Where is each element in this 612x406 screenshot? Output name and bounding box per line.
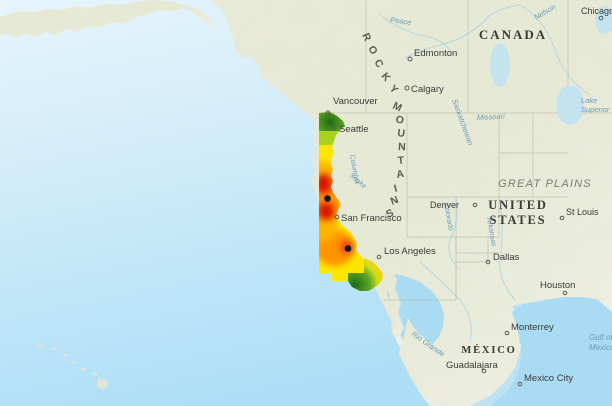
svg-text:Houston: Houston [540, 280, 575, 291]
svg-text:Mexico: Mexico [589, 343, 612, 352]
svg-text:Vancouver: Vancouver [333, 96, 378, 107]
svg-text:Gulf of: Gulf of [589, 333, 612, 342]
svg-text:Denver: Denver [430, 200, 459, 210]
svg-text:Seattle: Seattle [339, 124, 369, 135]
svg-text:Monterrey: Monterrey [511, 322, 554, 333]
svg-text:Lake: Lake [581, 96, 597, 105]
svg-text:MÉXICO: MÉXICO [461, 344, 516, 356]
svg-text:CANADA: CANADA [479, 27, 547, 42]
svg-text:Edmonton: Edmonton [414, 48, 457, 59]
svg-text:Dallas: Dallas [493, 252, 520, 263]
svg-text:St Louis: St Louis [566, 207, 599, 217]
svg-text:Chicago: Chicago [581, 6, 612, 16]
svg-text:Superior: Superior [581, 105, 610, 114]
svg-text:N: N [398, 141, 406, 153]
svg-text:San Francisco: San Francisco [341, 213, 402, 224]
svg-text:Mexico City: Mexico City [524, 373, 573, 384]
svg-text:Calgary: Calgary [411, 84, 444, 95]
svg-text:Guadalajara: Guadalajara [446, 360, 498, 371]
svg-text:GREAT PLAINS: GREAT PLAINS [498, 178, 592, 190]
svg-text:STATES: STATES [490, 213, 547, 227]
svg-text:UNITED: UNITED [488, 198, 547, 212]
svg-text:Los Angeles: Los Angeles [384, 246, 436, 257]
svg-text:Missouri: Missouri [477, 112, 506, 122]
